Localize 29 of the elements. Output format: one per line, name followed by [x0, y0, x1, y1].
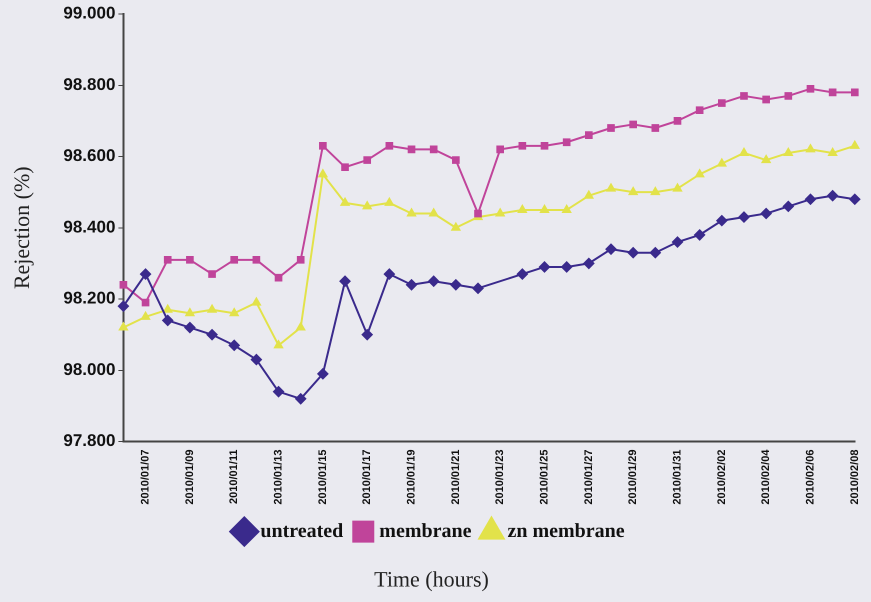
legend-label: zn membrane	[507, 520, 625, 542]
y-tick-label: 98.000	[63, 360, 116, 379]
y-tick-label: 98.200	[63, 288, 116, 308]
x-tick-label: 2010/02/08	[848, 450, 861, 505]
x-axis-title: Time (hours)	[374, 566, 489, 592]
x-tick-label: 2010/01/11	[228, 450, 240, 504]
x-tick-label: 2010/01/21	[450, 450, 462, 505]
legend-label: membrane	[379, 520, 472, 542]
y-tick-label: 97.800	[63, 431, 116, 450]
y-tick-label: 98.600	[63, 146, 116, 166]
x-tick-label: 2010/01/27	[582, 450, 595, 505]
x-tick-label: 2010/01/09	[184, 450, 196, 505]
y-axis-title: Rejection (%)	[8, 166, 34, 290]
y-tick-label: 98.400	[63, 217, 116, 236]
x-tick-label: 2010/01/15	[316, 450, 329, 505]
x-tick-label: 2010/01/07	[140, 450, 152, 505]
x-tick-label: 2010/02/04	[760, 448, 772, 505]
y-tick-label: 99.000	[63, 4, 116, 23]
legend-label: untreated	[260, 520, 344, 542]
x-tick-label: 2010/02/02	[716, 450, 728, 505]
x-tick-label: 2010/01/17	[361, 450, 374, 505]
x-tick-label: 2010/01/31	[672, 450, 684, 505]
x-tick-label: 2010/01/13	[272, 450, 285, 505]
x-tick-label: 2010/02/06	[804, 450, 817, 505]
x-tick-label: 2010/01/25	[538, 450, 551, 505]
y-tick-label: 98.800	[63, 74, 116, 94]
x-tick-label: 2010/01/19	[406, 450, 418, 505]
x-tick-label: 2010/01/29	[627, 450, 640, 505]
x-tick-label: 2010/01/23	[494, 450, 506, 505]
